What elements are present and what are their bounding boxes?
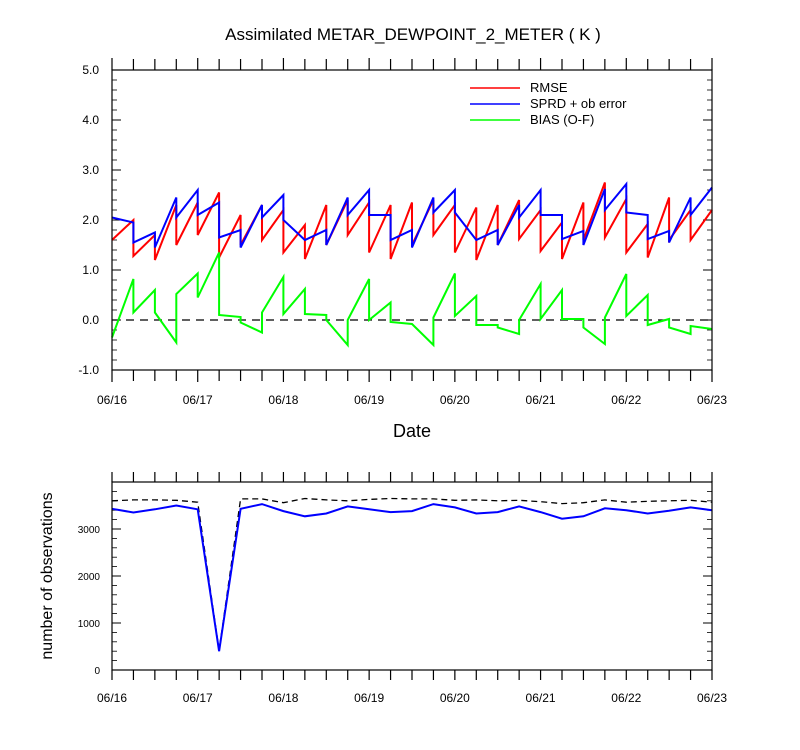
x-tick-label: 06/16	[97, 393, 127, 407]
y-tick-label: 2000	[78, 572, 101, 583]
x-tick-label: 06/17	[183, 393, 213, 407]
legend-label: BIAS (O-F)	[530, 112, 594, 127]
top-panel: Assimilated METAR_DEWPOINT_2_METER ( K )…	[78, 25, 727, 441]
top-series-group	[111, 181, 713, 348]
rmse-line	[111, 182, 713, 261]
y-tick-label: 4.0	[82, 113, 99, 127]
x-tick-label: 06/18	[268, 691, 298, 705]
x-tick-label: 06/19	[354, 691, 384, 705]
x-tick-label: 06/22	[611, 691, 641, 705]
x-tick-label: 06/17	[183, 691, 213, 705]
y-tick-label: 1000	[78, 619, 101, 630]
x-tick-label: 06/21	[526, 691, 556, 705]
spread-line	[111, 181, 713, 248]
chart-title: Assimilated METAR_DEWPOINT_2_METER ( K )	[225, 25, 601, 44]
y-tick-label: 3000	[78, 525, 101, 536]
x-axis-label: Date	[393, 421, 431, 441]
x-tick-label: 06/18	[268, 393, 298, 407]
y-tick-label: 0.0	[82, 313, 99, 327]
x-tick-label: 06/16	[97, 691, 127, 705]
bottom-ticks: 0 1000 2000 3000 06/16 06/17 06/18 06/19 06/20 06…	[78, 472, 727, 705]
y-tick-label: -1.0	[78, 363, 99, 377]
x-tick-label: 06/22	[611, 393, 641, 407]
x-tick-label: 06/20	[440, 691, 470, 705]
y-tick-label: 0	[94, 666, 100, 677]
bias-line	[111, 252, 713, 348]
bottom-plot-frame	[111, 481, 713, 671]
y-axis-label: number of observations	[39, 492, 56, 659]
x-tick-label: 06/20	[440, 393, 470, 407]
bottom-panel: 0 1000 2000 3000 06/16 06/17 06/18 06/19 06/20 06…	[39, 472, 727, 705]
y-tick-label: 5.0	[82, 63, 99, 77]
y-tick-label: 2.0	[82, 213, 99, 227]
top-plot-frame	[111, 69, 713, 371]
possible-obs-line	[111, 497, 713, 651]
x-tick-label: 06/21	[526, 393, 556, 407]
y-tick-label: 1.0	[82, 263, 99, 277]
assimilated-obs-line	[111, 503, 713, 652]
legend-label: SPRD + ob error	[530, 96, 627, 111]
x-tick-label: 06/23	[697, 393, 727, 407]
bottom-series-group	[111, 497, 713, 652]
y-tick-label: 3.0	[82, 163, 99, 177]
legend-label: RMSE	[530, 80, 568, 95]
x-tick-label: 06/19	[354, 393, 384, 407]
x-tick-label: 06/23	[697, 691, 727, 705]
